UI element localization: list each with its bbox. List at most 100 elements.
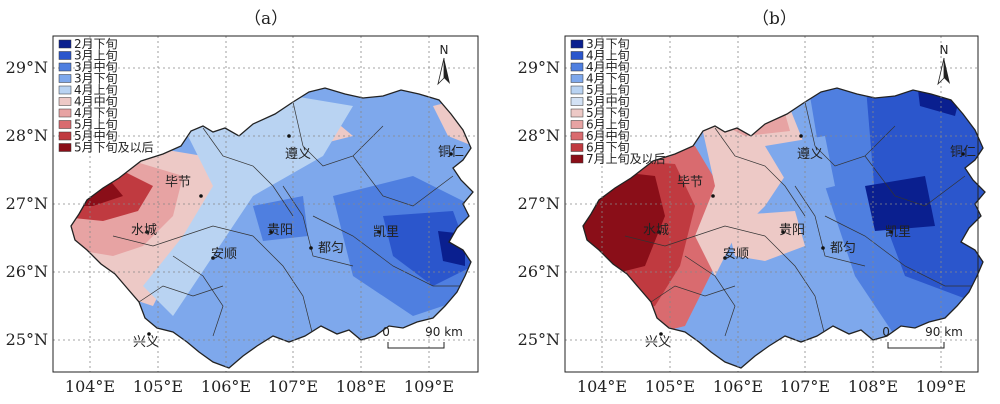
map-panel: 3月下旬4月上旬4月中旬4月下旬5月上旬5月中旬5月下旬6月上旬6月中旬6月下旬… <box>564 35 986 373</box>
province-outline <box>70 87 474 369</box>
city-label: 毕节 <box>677 175 703 190</box>
legend-label: 5月下旬及以后 <box>74 141 154 155</box>
legend-swatch <box>570 51 584 60</box>
lon-label: 104°E <box>65 377 115 396</box>
scale-end-label: 90 km <box>925 325 963 339</box>
scale-start-label: 0 <box>882 325 890 339</box>
lat-label: 27°N <box>6 194 48 213</box>
north-arrow-half <box>444 58 450 84</box>
contour-band <box>253 196 308 241</box>
contour-band <box>143 96 353 316</box>
panel-a-title: （a） <box>244 9 289 29</box>
legend-swatch <box>570 62 584 72</box>
city-label: 水城 <box>131 223 157 238</box>
legend-label: 5月中旬 <box>586 94 630 109</box>
contour-band <box>710 91 790 136</box>
city-label: 兴义 <box>133 335 159 350</box>
contour-band <box>765 136 835 196</box>
city-dot <box>889 230 893 234</box>
legend-label: 5月中旬 <box>74 128 118 143</box>
city-label: 安顺 <box>211 247 237 262</box>
lon-label: 104°E <box>577 377 627 396</box>
north-arrow-icon: N <box>437 43 450 86</box>
contour-band <box>865 176 935 231</box>
legend-label: 2月下旬 <box>74 37 118 51</box>
admin-boundary <box>624 225 766 247</box>
legend-swatch <box>58 62 72 72</box>
lat-label: 25°N <box>518 330 560 349</box>
city-dot <box>657 230 661 234</box>
lon-label: 108°E <box>336 377 386 396</box>
lon-label: 106°E <box>713 377 763 396</box>
legend-swatch <box>570 85 584 95</box>
lat-label: 29°N <box>518 58 560 77</box>
lat-label: 27°N <box>518 194 560 213</box>
city-label: 兴义 <box>645 335 671 350</box>
north-label: N <box>440 43 449 57</box>
legend-swatch <box>570 131 584 141</box>
lat-label: 26°N <box>518 262 560 281</box>
admin-boundary <box>684 255 736 337</box>
legend-label: 3月下旬 <box>586 37 630 51</box>
admin-boundary <box>352 155 454 207</box>
admin-boundary <box>202 127 294 217</box>
city-label: 遵义 <box>285 146 311 162</box>
scale-bar: 0 90 km <box>382 325 463 349</box>
scale-line <box>387 342 445 349</box>
legend-label: 5月上旬 <box>74 118 118 132</box>
city-dot <box>781 230 785 234</box>
admin-boundary <box>112 225 254 247</box>
scale-start-label: 0 <box>382 325 390 339</box>
legend-swatch <box>58 131 72 141</box>
city-label: 凯里 <box>885 225 911 240</box>
city-label: 水城 <box>643 223 669 238</box>
admin-boundary <box>824 215 975 287</box>
contour-band <box>313 88 383 91</box>
contour-band <box>383 211 473 286</box>
lon-label: 105°E <box>645 377 695 396</box>
city-dot <box>723 256 727 260</box>
north-arrow-icon: N <box>937 43 950 86</box>
legend-swatch <box>570 74 584 83</box>
city-dot <box>821 246 825 250</box>
map-frame <box>564 35 979 373</box>
legend-swatch <box>58 120 72 129</box>
city-dot <box>659 332 663 336</box>
lat-label: 26°N <box>6 262 48 281</box>
legend-swatch <box>570 97 584 106</box>
city-dot <box>211 256 215 260</box>
city-dot <box>799 134 803 138</box>
lon-label: 105°E <box>133 377 183 396</box>
lon-label: 107°E <box>268 377 318 396</box>
city-dot <box>269 230 273 234</box>
city-dot <box>287 134 291 138</box>
contour-band <box>695 96 805 276</box>
lon-label: 109°E <box>404 377 454 396</box>
legend-label: 4月下旬 <box>586 72 630 86</box>
legend-swatch <box>570 154 584 164</box>
admin-boundary <box>292 101 384 167</box>
lat-label: 28°N <box>518 126 560 145</box>
lat-label: 28°N <box>6 126 48 145</box>
scale-bar: 0 90 km <box>882 325 963 349</box>
north-arrow-half <box>944 58 950 84</box>
city-label: 凯里 <box>373 225 399 240</box>
city-dot <box>377 230 381 234</box>
legend-label: 3月下旬 <box>74 72 118 86</box>
legend-label: 4月中旬 <box>74 94 118 109</box>
contour-band <box>198 91 248 118</box>
city-dot <box>147 332 151 336</box>
legend-label: 4月中旬 <box>586 59 630 74</box>
admin-boundary <box>138 285 224 303</box>
legend-swatch <box>570 39 584 49</box>
legend-swatch <box>570 108 584 118</box>
city-label: 遵义 <box>797 146 823 162</box>
admin-boundary <box>864 155 966 207</box>
city-label: 铜仁 <box>438 145 464 160</box>
lon-label: 109°E <box>916 377 966 396</box>
city-label: 毕节 <box>165 175 191 190</box>
city-label: 都匀 <box>318 241 344 256</box>
legend-label: 7月上旬及以后 <box>586 152 666 166</box>
legend-swatch <box>58 108 72 118</box>
province-outline <box>582 87 986 369</box>
